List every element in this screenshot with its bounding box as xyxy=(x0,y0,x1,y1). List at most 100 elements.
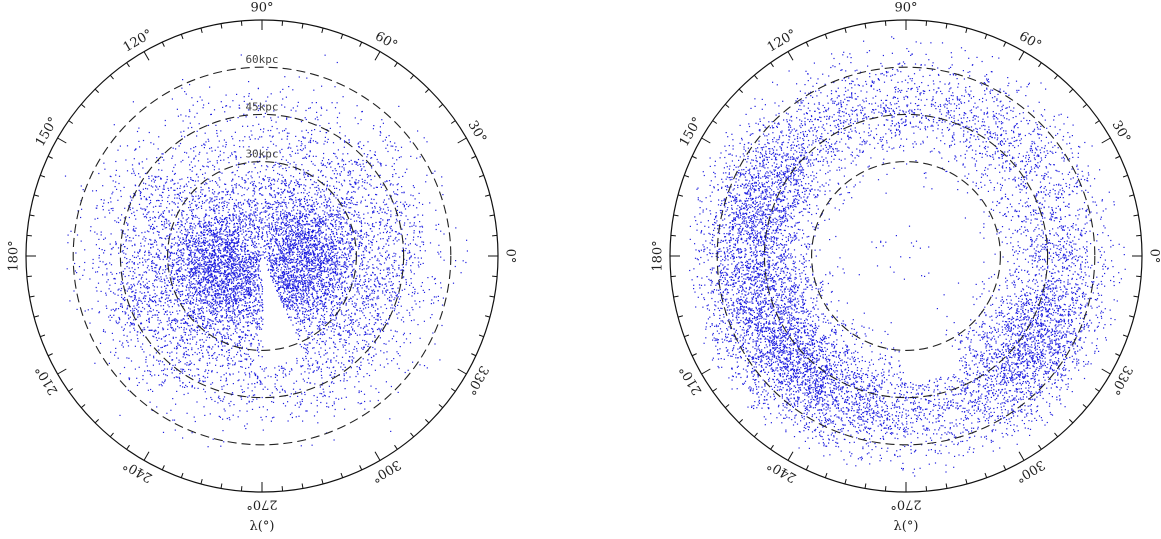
scatter-point xyxy=(196,290,198,292)
scatter-point xyxy=(291,210,293,212)
scatter-point xyxy=(192,315,194,317)
scatter-point xyxy=(326,366,328,368)
scatter-point xyxy=(311,260,314,262)
scatter-point xyxy=(350,227,352,229)
scatter-point xyxy=(415,303,417,305)
scatter-point xyxy=(117,247,120,249)
scatter-point xyxy=(138,280,140,282)
scatter-point xyxy=(372,328,374,330)
scatter-point xyxy=(253,183,255,185)
scatter-point xyxy=(235,187,237,189)
scatter-point xyxy=(384,181,386,183)
scatter-point xyxy=(276,257,278,259)
scatter-point xyxy=(298,220,300,222)
scatter-point xyxy=(182,159,184,161)
scatter-point xyxy=(399,346,401,348)
scatter-point xyxy=(239,226,241,228)
scatter-point xyxy=(279,152,281,154)
scatter-point xyxy=(394,231,397,233)
scatter-point xyxy=(193,286,195,288)
scatter-point xyxy=(357,188,359,190)
scatter-point xyxy=(234,131,236,133)
scatter-point xyxy=(182,372,184,374)
scatter-point xyxy=(282,213,284,215)
scatter-point xyxy=(141,161,143,163)
scatter-point xyxy=(247,396,249,398)
scatter-point xyxy=(214,149,216,151)
scatter-point xyxy=(221,261,223,263)
scatter-point xyxy=(218,186,221,188)
scatter-point xyxy=(89,230,92,232)
scatter-point xyxy=(120,195,122,198)
scatter-point xyxy=(344,341,346,343)
scatter-point xyxy=(241,233,243,235)
scatter-point xyxy=(195,242,198,244)
scatter-point xyxy=(305,260,307,262)
scatter-point xyxy=(208,140,210,142)
scatter-point xyxy=(388,253,390,256)
scatter-point xyxy=(251,224,253,226)
scatter-point xyxy=(301,224,303,226)
scatter-point xyxy=(305,317,307,319)
scatter-point xyxy=(394,308,396,310)
scatter-point xyxy=(321,286,323,289)
scatter-point xyxy=(319,270,321,272)
scatter-point xyxy=(242,125,244,127)
scatter-point xyxy=(292,89,294,91)
scatter-point xyxy=(398,268,400,270)
scatter-point xyxy=(147,291,149,293)
scatter-point xyxy=(257,309,259,311)
scatter-point xyxy=(275,227,277,229)
scatter-point xyxy=(352,170,354,172)
scatter-point xyxy=(366,268,368,270)
scatter-point xyxy=(221,220,223,222)
scatter-point xyxy=(371,303,373,306)
scatter-point xyxy=(256,324,258,326)
scatter-point xyxy=(428,289,430,291)
scatter-point xyxy=(318,257,321,259)
scatter-point xyxy=(253,311,255,313)
scatter-point xyxy=(311,232,313,234)
scatter-point xyxy=(324,286,326,288)
scatter-point xyxy=(301,233,303,235)
scatter-point xyxy=(331,223,333,225)
scatter-point xyxy=(303,207,305,209)
scatter-point xyxy=(247,279,249,281)
scatter-point xyxy=(398,267,400,269)
scatter-point xyxy=(334,253,336,255)
scatter-point xyxy=(355,179,357,181)
scatter-point xyxy=(440,230,442,232)
scatter-point xyxy=(262,131,264,133)
scatter-point xyxy=(150,329,152,331)
scatter-point xyxy=(314,383,316,385)
scatter-point xyxy=(364,275,366,277)
scatter-point xyxy=(310,179,312,181)
scatter-point xyxy=(343,218,345,220)
scatter-point xyxy=(281,297,284,299)
scatter-point xyxy=(175,284,178,286)
scatter-point xyxy=(387,274,389,276)
scatter-point xyxy=(182,303,184,305)
scatter-point xyxy=(312,271,314,273)
scatter-point xyxy=(267,205,270,207)
scatter-point xyxy=(349,249,351,251)
scatter-point xyxy=(265,367,267,369)
scatter-point xyxy=(385,285,388,287)
scatter-point xyxy=(258,260,260,263)
scatter-point xyxy=(240,221,242,223)
scatter-point xyxy=(260,316,262,318)
scatter-point xyxy=(241,195,243,197)
scatter-point xyxy=(188,241,191,244)
scatter-point xyxy=(381,277,383,279)
scatter-point xyxy=(254,191,256,193)
scatter-point xyxy=(261,279,263,281)
scatter-point xyxy=(255,298,257,300)
scatter-point xyxy=(191,384,193,387)
scatter-point xyxy=(143,245,145,247)
scatter-point xyxy=(225,304,227,307)
scatter-point xyxy=(352,287,354,289)
scatter-point xyxy=(211,198,213,200)
scatter-point xyxy=(324,291,326,293)
scatter-point xyxy=(232,312,234,314)
scatter-point xyxy=(359,403,361,405)
